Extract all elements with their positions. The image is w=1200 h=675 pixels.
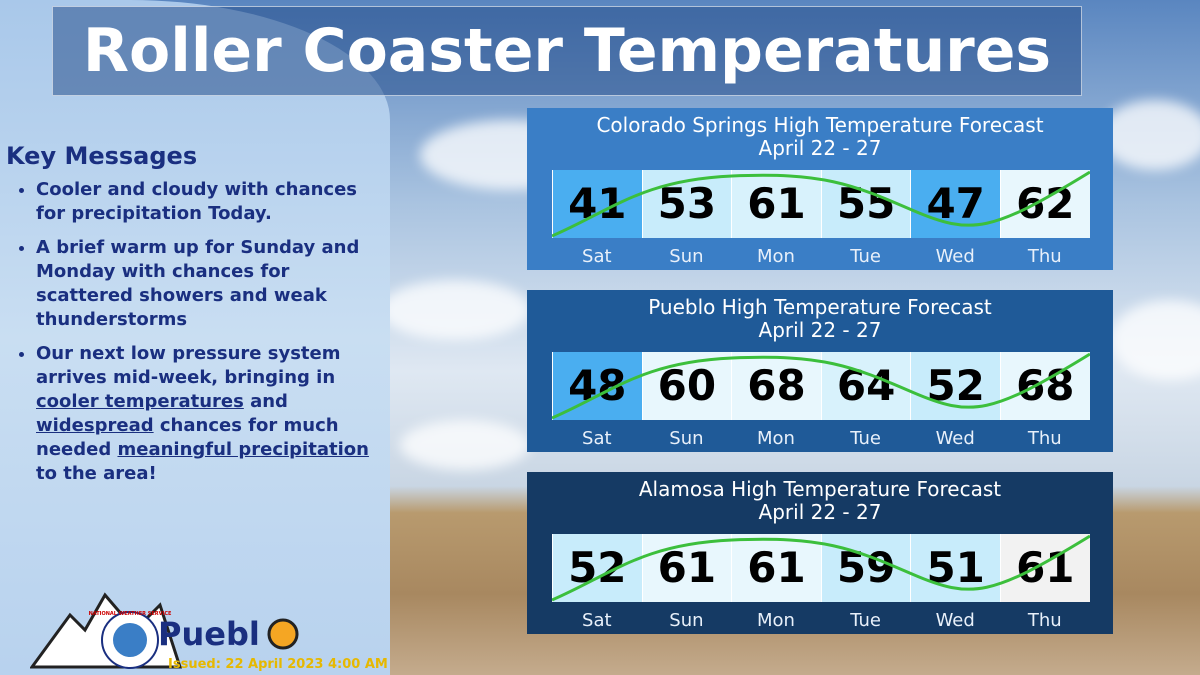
trend-curve [552,352,1090,420]
bullet-text: meaningful precipitation [117,439,369,460]
bullet-text: chances for much needed [36,415,339,460]
trend-curve [552,534,1090,602]
issued: Issued: 22 April 2023 4:00 AM [168,657,388,672]
day-label: Mon [757,246,795,267]
temp-cell: 61 [731,534,821,602]
cloud [1100,100,1200,170]
bullet-list: Cooler and cloudy with chances for preci… [6,178,386,486]
nws-seal-inner [113,623,147,657]
panel-title: Alamosa High Temperature Forecast April 2… [527,478,1113,524]
temp-row: 41 53 61 55 47 62 [552,170,1090,238]
day-label: Mon [757,610,795,631]
day-label: Sat [582,610,612,631]
bullet-text: A brief warm up for Sunday and Monday wi… [36,237,360,330]
forecast-panel: Pueblo High Temperature Forecast April 22… [527,290,1113,452]
title: Roller Coaster Temperatures [52,6,1082,96]
trend-line [552,170,1090,238]
temp-cell: 64 [820,352,911,420]
office: Puebl [158,615,260,653]
trend-line [552,534,1090,602]
key-messages: Key Messages Cooler and cloudy with chan… [6,142,386,496]
temp-cell: 52 [552,534,642,602]
temp-row: 52 61 61 59 51 61 [552,534,1090,602]
day-label: Thu [1027,246,1062,267]
day-label: Wed [935,610,975,631]
day-label: Tue [850,428,881,449]
day-label: Sun [669,246,704,267]
cloud [1110,300,1200,380]
panel-title-text: Alamosa High Temperature Forecast [638,477,1002,501]
trend-line [552,352,1090,420]
bullet: Cooler and cloudy with chances for preci… [36,178,386,226]
bullet-text: and [243,391,288,412]
panel-title-text: Pueblo High Temperature Forecast [648,295,992,319]
bullet-text: widespread [36,415,154,436]
temp-cell: 68 [731,352,821,420]
bullet-text: to the area! [36,463,157,484]
panel-title: Pueblo High Temperature Forecast April 22… [527,296,1113,342]
panel-title: Colorado Springs High Temperature Foreca… [527,114,1113,160]
logo: NATIONAL WEATHER SERVICE Puebl Issued: 2… [30,592,388,672]
temp-cell: 61 [731,170,821,238]
bullet: A brief warm up for Sunday and Monday wi… [36,236,386,332]
sun-icon [267,618,299,650]
trend-curve [552,170,1090,238]
day-label: Sun [669,610,704,631]
agency: NATIONAL WEATHER SERVICE [89,611,172,617]
day-label: Tue [850,610,881,631]
day-label: Wed [935,428,975,449]
panel-dates: April 22 - 27 [758,136,882,160]
bullet-text: Our next low pressure system arrives mid… [36,343,341,388]
panel-dates: April 22 - 27 [758,500,882,524]
bullet-text: Cooler and cloudy with chances for preci… [36,179,358,224]
temp-row: 48 60 68 64 52 68 [552,352,1090,420]
day-label: Sun [669,428,704,449]
panel-title-text: Colorado Springs High Temperature Foreca… [596,113,1044,137]
day-label: Wed [935,246,975,267]
day-label: Mon [757,428,795,449]
cloud [400,420,530,470]
day-label: Sat [582,246,612,267]
temp-cell: 51 [910,534,1000,602]
bullet-text: cooler temperatures [36,391,244,412]
day-label: Sat [582,428,612,449]
heading: Key Messages [6,142,198,170]
bullet: Our next low pressure system arrives mid… [36,342,386,486]
day-label: Thu [1027,610,1062,631]
forecast-panel: Alamosa High Temperature Forecast April 2… [527,472,1113,634]
panel-dates: April 22 - 27 [758,318,882,342]
cloud [380,280,530,340]
left-panel [0,0,390,675]
day-label: Tue [850,246,881,267]
day-label: Thu [1027,428,1062,449]
forecast-panel: Colorado Springs High Temperature Foreca… [527,108,1113,270]
